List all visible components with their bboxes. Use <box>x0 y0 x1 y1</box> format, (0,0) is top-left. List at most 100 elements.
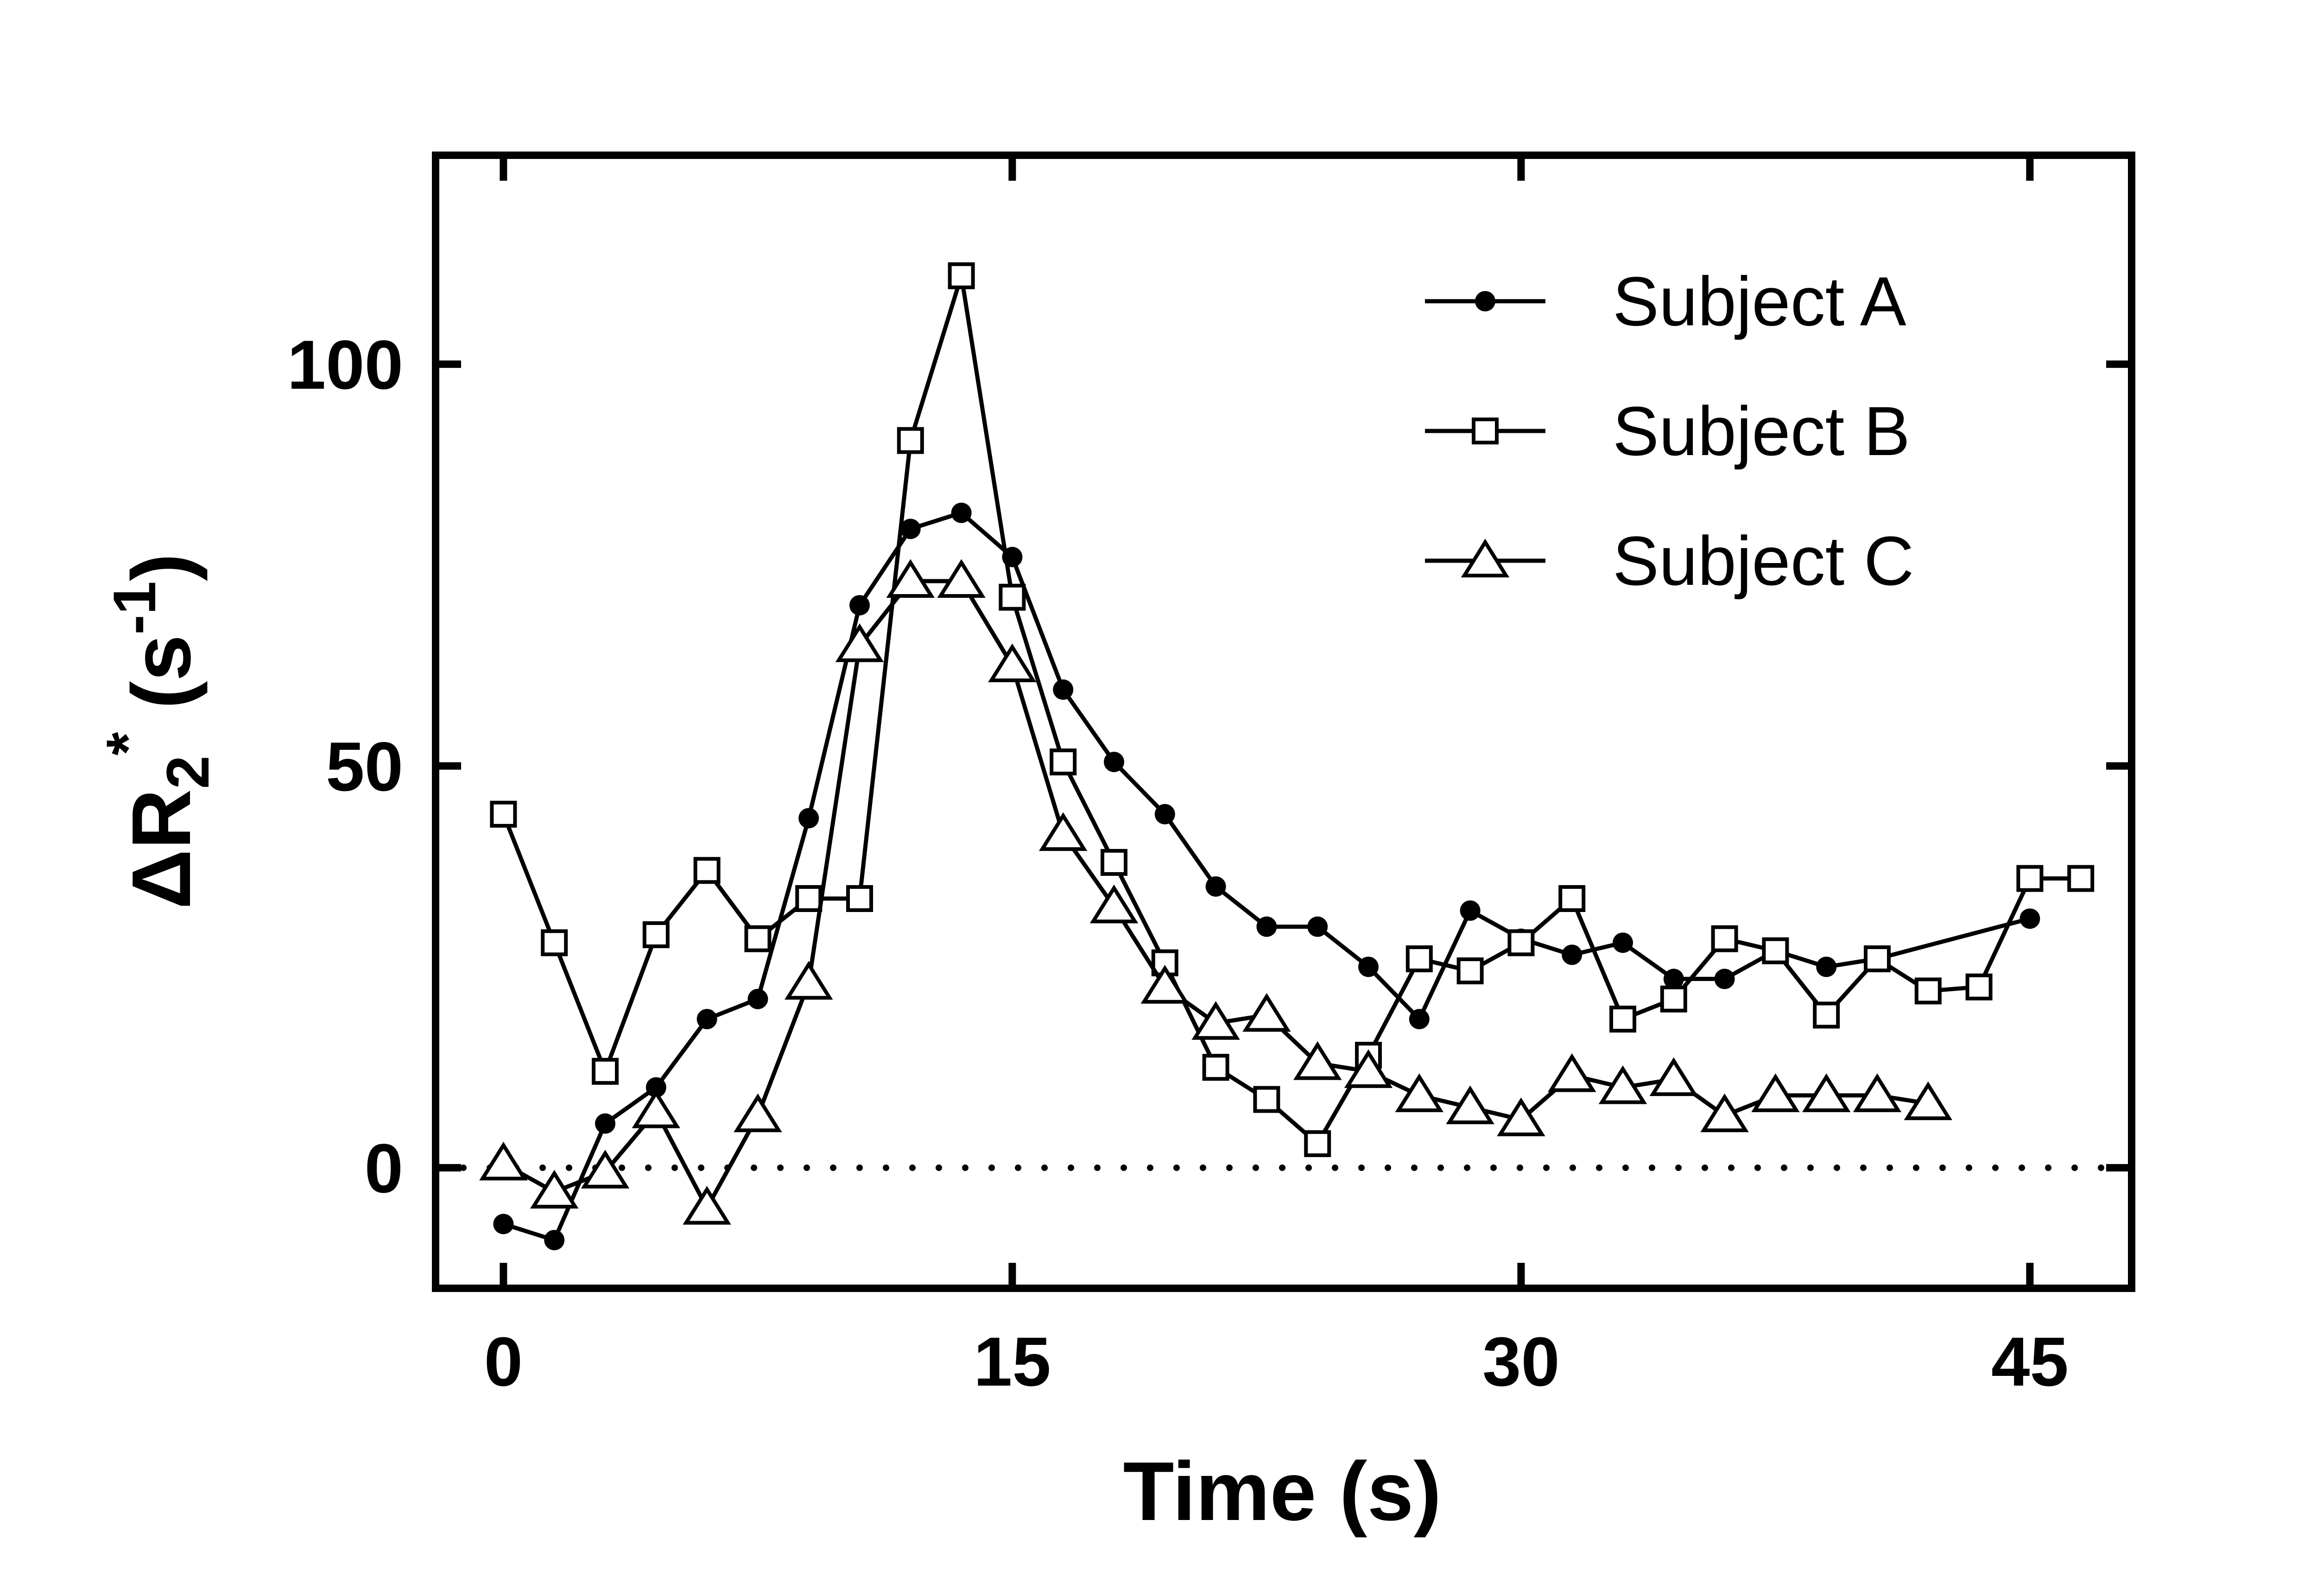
data-point-subject-b <box>490 800 517 828</box>
data-point-subject-a <box>1613 932 1633 953</box>
data-point-subject-a <box>493 1214 514 1235</box>
data-point-subject-c <box>479 1141 528 1181</box>
data-point-subject-b <box>2067 865 2095 892</box>
data-point-subject-c <box>1802 1073 1851 1112</box>
y-tick-label: 0 <box>365 1129 403 1207</box>
data-point-subject-c <box>886 559 935 598</box>
data-point-subject-b <box>1711 925 1738 952</box>
y-axis-title-units-close: ) <box>115 553 208 581</box>
data-point-subject-b <box>744 925 772 952</box>
legend-label-subject-c: Subject C <box>1613 522 1914 600</box>
data-point-subject-c <box>1497 1097 1545 1136</box>
data-point-subject-a <box>1460 900 1481 921</box>
legend-label-subject-b: Subject B <box>1613 392 1910 470</box>
data-point-subject-a <box>1205 876 1226 897</box>
data-point-subject-b <box>1609 1006 1636 1033</box>
data-point-subject-a <box>900 519 921 539</box>
legend-item-subject-a: Subject A <box>1425 262 1906 340</box>
legend: Subject A Subject B Subject C <box>1425 262 1914 600</box>
y-tick-label: 50 <box>326 728 403 805</box>
data-point-subject-b <box>642 921 670 949</box>
data-point-subject-c <box>1598 1065 1647 1104</box>
data-point-subject-a <box>1663 969 1684 989</box>
data-point-subject-a <box>1409 1009 1430 1030</box>
y-axis-title-base: ΔR <box>115 789 208 909</box>
data-point-subject-a <box>595 1113 615 1134</box>
data-point-subject-a <box>951 502 972 523</box>
data-point-subject-c <box>835 623 884 662</box>
data-point-subject-c <box>1395 1073 1444 1112</box>
data-point-subject-a <box>1358 956 1379 977</box>
data-point-subject-b <box>1405 945 1433 973</box>
legend-marker-subject-a <box>1475 291 1495 311</box>
data-point-subject-c <box>1547 1053 1596 1092</box>
data-point-subject-c <box>1293 1041 1342 1080</box>
y-axis-title-subscript: 2 <box>154 755 222 789</box>
y-axis-title-units-superscript: -1 <box>101 581 168 635</box>
data-point-subject-c <box>1038 812 1088 851</box>
data-point-subject-b <box>693 857 721 884</box>
data-point-subject-c <box>1853 1073 1902 1112</box>
data-point-subject-b <box>1202 1054 1229 1081</box>
data-point-subject-a <box>2019 908 2040 929</box>
data-point-subject-c <box>1191 1001 1240 1040</box>
x-tick-label: 15 <box>974 1323 1051 1400</box>
data-point-subject-c <box>784 961 833 1000</box>
data-point-subject-c <box>1700 1093 1749 1133</box>
data-point-subject-a <box>1053 679 1074 700</box>
data-point-subject-a <box>1154 804 1175 824</box>
data-point-subject-b <box>1965 973 1993 1001</box>
data-point-subject-a <box>1562 944 1583 965</box>
data-point-subject-a <box>747 988 768 1009</box>
data-point-subject-c <box>734 1093 782 1133</box>
data-point-subject-a <box>646 1077 666 1098</box>
data-point-subject-b <box>897 427 924 454</box>
data-point-subject-c <box>530 1170 579 1209</box>
data-point-subject-c <box>937 559 986 598</box>
data-point-subject-b <box>541 929 568 956</box>
data-point-subject-b <box>1864 945 1891 973</box>
data-point-subject-b <box>1914 977 1942 1005</box>
x-tick-label: 30 <box>1482 1323 1560 1400</box>
data-point-subject-a <box>696 1009 717 1030</box>
x-axis-title: Time (s) <box>1123 1445 1442 1538</box>
series-line-subject-a <box>503 511 2031 1242</box>
data-point-subject-a <box>1816 956 1837 977</box>
data-point-subject-a <box>798 808 819 829</box>
data-point-subject-c <box>988 643 1037 683</box>
data-point-subject-c <box>1446 1085 1494 1124</box>
data-point-subject-c <box>632 1089 681 1128</box>
data-point-subject-c <box>581 1150 630 1189</box>
legend-label-subject-a: Subject A <box>1613 262 1906 340</box>
data-point-subject-b <box>1101 849 1127 876</box>
legend-marker-subject-b <box>1472 418 1499 444</box>
plot-area: 0 15 30 45 0 50 100 <box>287 152 2135 1400</box>
data-point-subject-c <box>683 1186 731 1225</box>
data-point-subject-a <box>1256 916 1277 937</box>
legend-item-subject-b: Subject B <box>1425 392 1910 470</box>
data-point-subject-b <box>1813 1001 1840 1029</box>
y-axis-title: ΔR2* (s-1) <box>94 553 222 909</box>
y-tick-label: 100 <box>287 326 403 404</box>
data-point-subject-b <box>1507 929 1535 956</box>
data-point-subject-b <box>795 885 823 912</box>
data-point-subject-c <box>1649 1057 1698 1096</box>
data-point-subject-c <box>1904 1081 1953 1121</box>
x-tick-label: 0 <box>484 1323 523 1400</box>
data-point-subject-a <box>849 595 870 616</box>
data-point-subject-b <box>1762 937 1789 964</box>
legend-item-subject-c: Subject C <box>1425 522 1914 600</box>
data-point-subject-b <box>1456 957 1484 985</box>
axis-frame <box>432 152 2135 1292</box>
data-point-subject-b <box>1558 885 1586 912</box>
data-point-subject-a <box>544 1229 565 1250</box>
y-axis-title-units-open: (s <box>115 635 208 732</box>
data-point-subject-a <box>1307 916 1328 937</box>
data-point-subject-b <box>948 262 975 290</box>
data-point-subject-c <box>1344 1049 1393 1088</box>
legend-marker-subject-c <box>1461 538 1510 577</box>
data-point-subject-b <box>1304 1130 1331 1157</box>
data-point-subject-b <box>592 1058 619 1085</box>
data-point-subject-c <box>1089 884 1139 924</box>
